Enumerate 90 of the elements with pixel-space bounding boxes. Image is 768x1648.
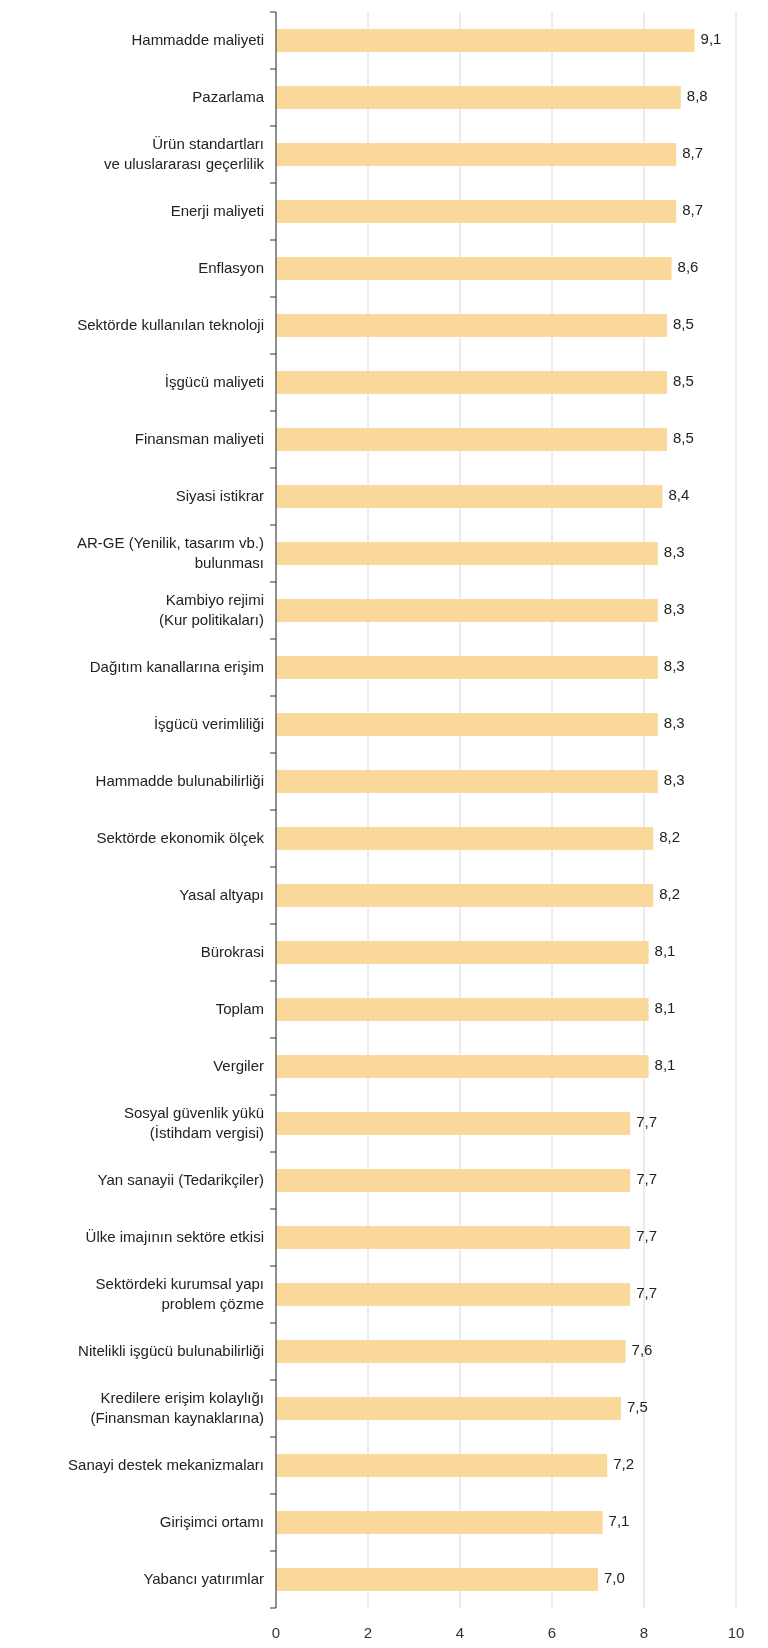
bar bbox=[276, 1454, 608, 1477]
y-tick-label: Yan sanayii (Tedarikçiler) bbox=[97, 1170, 264, 1188]
data-label: 8,1 bbox=[654, 942, 676, 960]
bar bbox=[276, 1511, 603, 1534]
data-label: 8,2 bbox=[659, 828, 681, 846]
x-tick-label: 8 bbox=[639, 1624, 649, 1641]
bar bbox=[276, 1397, 621, 1420]
data-label: 7,7 bbox=[636, 1113, 658, 1131]
y-tick-label: Ülke imajının sektöre etkisi bbox=[85, 1227, 264, 1245]
y-tick-label: İşgücü maliyeti bbox=[164, 372, 264, 390]
y-tick-label: Toplam bbox=[215, 999, 264, 1017]
y-tick-label: Hammadde maliyeti bbox=[131, 30, 264, 48]
data-label: 8,4 bbox=[668, 486, 690, 504]
y-tick-label: Vergiler bbox=[213, 1056, 264, 1074]
y-tick-label: Sektörde kullanılan teknoloji bbox=[77, 315, 264, 333]
bar bbox=[276, 485, 663, 508]
y-tick-label: Hammadde bulunabilirliği bbox=[95, 771, 264, 789]
data-label: 7,7 bbox=[636, 1227, 658, 1245]
data-label: 8,3 bbox=[663, 771, 685, 789]
data-label: 7,7 bbox=[636, 1284, 658, 1302]
data-label: 8,5 bbox=[673, 372, 694, 390]
bar bbox=[276, 257, 672, 280]
data-label: 8,3 bbox=[663, 714, 685, 732]
y-tick-label: Siyasi istikrar bbox=[175, 486, 264, 504]
bar bbox=[276, 1340, 626, 1363]
bar bbox=[276, 713, 658, 736]
data-label: 8,5 bbox=[673, 315, 694, 333]
bar bbox=[276, 599, 658, 622]
data-label: 7,0 bbox=[604, 1569, 625, 1587]
bar bbox=[276, 1055, 649, 1078]
x-tick-label: 6 bbox=[547, 1624, 557, 1641]
y-tick-label: Sanayi destek mekanizmaları bbox=[68, 1455, 264, 1473]
data-label: 9,1 bbox=[700, 30, 722, 48]
data-label: 8,3 bbox=[663, 600, 685, 618]
y-tick-label: Pazarlama bbox=[192, 87, 265, 105]
bar bbox=[276, 428, 667, 451]
bar bbox=[276, 1283, 631, 1306]
y-tick-label: Finansman maliyeti bbox=[134, 429, 264, 447]
bar bbox=[276, 941, 649, 964]
data-label: 8,7 bbox=[682, 201, 704, 219]
bar bbox=[276, 86, 681, 109]
y-tick-label: Kambiyo rejimi (Kur politikaları) bbox=[158, 590, 264, 628]
bar bbox=[276, 827, 654, 850]
bar bbox=[276, 884, 654, 907]
bar bbox=[276, 1112, 631, 1135]
data-label: 7,2 bbox=[613, 1455, 635, 1473]
data-label: 8,6 bbox=[677, 258, 699, 276]
y-tick-label: Bürokrasi bbox=[200, 942, 264, 960]
data-label: 7,5 bbox=[627, 1398, 648, 1416]
y-tick-label: Sosyal güvenlik yükü (İstihdam vergisi) bbox=[123, 1103, 264, 1141]
y-tick-label: İşgücü verimliliği bbox=[153, 714, 264, 732]
bar bbox=[276, 1169, 631, 1192]
bar bbox=[276, 542, 658, 565]
bar bbox=[276, 770, 658, 793]
data-label: 7,1 bbox=[608, 1512, 630, 1530]
y-tick-label: Kredilere erişim kolaylığı (Finansman kaynaklarına) bbox=[90, 1388, 264, 1426]
bar bbox=[276, 143, 677, 166]
y-tick-label: Yasal altyapı bbox=[179, 885, 264, 903]
data-label: 8,8 bbox=[686, 87, 708, 105]
data-label: 8,1 bbox=[654, 1056, 676, 1074]
y-tick-label: Nitelikli işgücü bulunabilirliği bbox=[78, 1341, 264, 1359]
y-tick-label: Sektördeki kurumsal yapı problem çözme bbox=[95, 1274, 264, 1312]
data-label: 8,3 bbox=[663, 657, 685, 675]
y-tick-label: Girişimci ortamı bbox=[159, 1512, 264, 1530]
data-label: 8,5 bbox=[673, 429, 694, 447]
data-label: 7,6 bbox=[631, 1341, 653, 1359]
bar bbox=[276, 29, 695, 52]
data-label: 8,1 bbox=[654, 999, 676, 1017]
bar bbox=[276, 998, 649, 1021]
bar bbox=[276, 371, 667, 394]
bar bbox=[276, 200, 677, 223]
y-tick-label: AR-GE (Yenilik, tasarım vb.) bulunması bbox=[77, 533, 264, 571]
y-tick-label: Enerji maliyeti bbox=[170, 201, 264, 219]
y-tick-label: Sektörde ekonomik ölçek bbox=[96, 828, 265, 846]
data-label: 8,2 bbox=[659, 885, 681, 903]
y-tick-label: Yabancı yatırımlar bbox=[143, 1569, 264, 1587]
bar bbox=[276, 656, 658, 679]
x-tick-label: 4 bbox=[455, 1624, 465, 1641]
bar bbox=[276, 314, 667, 337]
x-tick-label: 0 bbox=[271, 1624, 281, 1641]
x-tick-label: 2 bbox=[363, 1624, 373, 1641]
bar bbox=[276, 1226, 631, 1249]
y-tick-label: Dağıtım kanallarına erişim bbox=[89, 657, 264, 675]
data-label: 8,7 bbox=[682, 144, 704, 162]
data-label: 8,3 bbox=[663, 543, 685, 561]
y-tick-label: Enflasyon bbox=[198, 258, 264, 276]
y-tick-label: Ürün standartları ve uluslararası geçerlilik bbox=[103, 134, 265, 172]
bar bbox=[276, 1568, 598, 1591]
x-tick-label: 10 bbox=[727, 1624, 745, 1641]
data-label: 7,7 bbox=[636, 1170, 658, 1188]
